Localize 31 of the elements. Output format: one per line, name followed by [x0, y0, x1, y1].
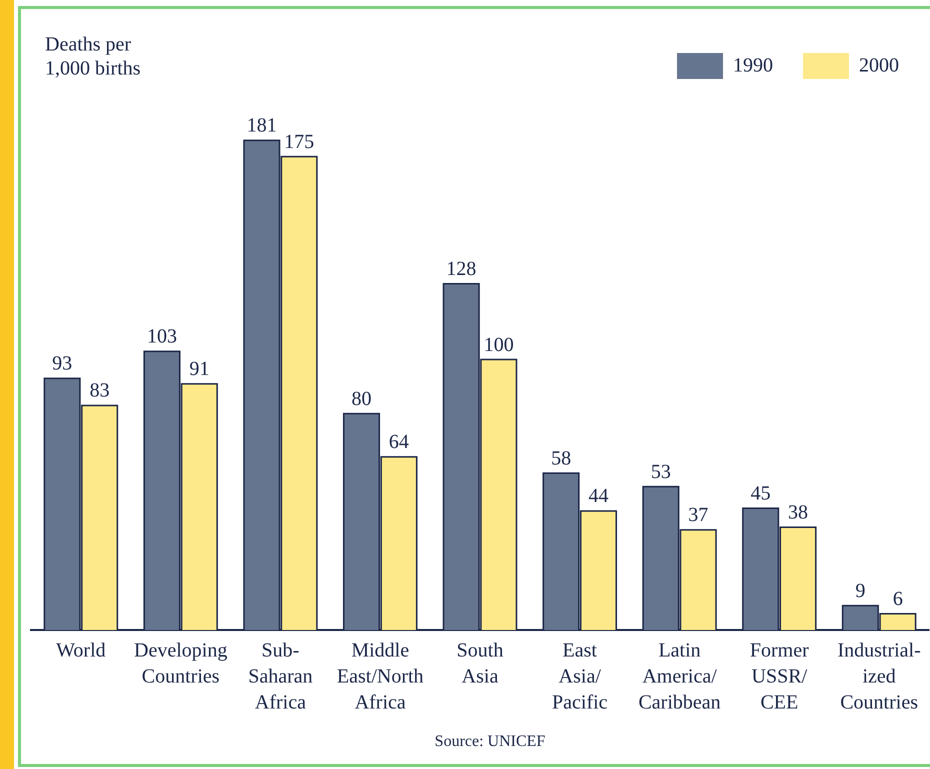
x-tick-label: Industrial- ized Countries	[837, 639, 921, 714]
source-note: Source: UNICEF	[434, 733, 546, 750]
x-tick-label: Sub- Saharan Africa	[248, 639, 313, 714]
x-tick-label: Former USSR/ CEE	[750, 639, 810, 714]
x-tick-label: Middle East/North Africa	[336, 639, 424, 714]
y-axis-title: Deaths per 1,000 births	[45, 33, 141, 80]
x-tick-label: Developing Countries	[134, 639, 228, 688]
legend-label: 2000	[859, 54, 899, 76]
data-label: 83	[90, 380, 110, 402]
data-label: 44	[588, 485, 608, 508]
data-label: 175	[284, 130, 314, 153]
data-label: 128	[446, 258, 476, 280]
x-tick-label: South Asia	[456, 639, 504, 688]
legend-label: 1990	[733, 54, 773, 76]
data-label: 103	[146, 326, 177, 348]
data-label: 6	[892, 588, 903, 610]
data-label: 181	[246, 114, 277, 137]
data-label: 91	[189, 358, 210, 380]
data-label: 58	[551, 447, 572, 470]
data-label: 37	[688, 504, 708, 526]
data-label: 53	[650, 460, 671, 483]
data-label: 9	[855, 580, 866, 602]
x-tick-label: World	[56, 639, 106, 662]
data-label: 93	[52, 352, 72, 375]
data-label: 45	[750, 482, 771, 505]
data-label: 80	[352, 388, 372, 410]
x-tick-label: East Asia/ Pacific	[552, 639, 608, 714]
data-label: 100	[484, 334, 514, 356]
data-label: 38	[788, 501, 808, 524]
data-label: 64	[388, 431, 409, 454]
x-tick-label: Latin America/ Caribbean	[638, 639, 721, 714]
